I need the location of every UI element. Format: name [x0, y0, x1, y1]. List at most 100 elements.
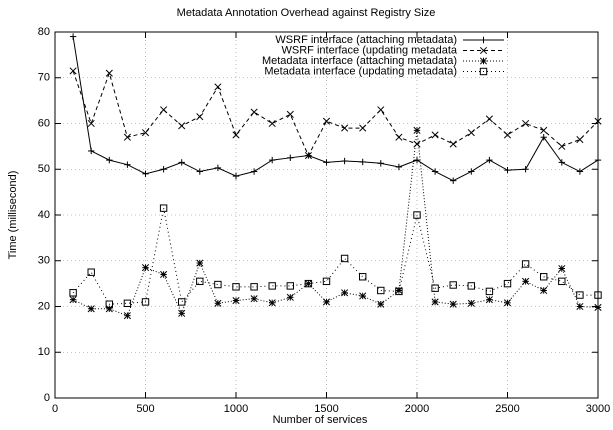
marker — [468, 168, 475, 175]
marker-stroke — [449, 140, 457, 148]
marker — [503, 299, 512, 307]
marker — [413, 140, 421, 148]
marker — [250, 295, 258, 303]
marker — [486, 156, 493, 164]
y-tick-label: 80 — [38, 26, 50, 38]
legend-label: Metadata interface (updating metadata) — [264, 65, 457, 77]
marker-stroke — [449, 300, 457, 308]
marker — [503, 279, 512, 288]
marker-stroke — [594, 303, 602, 311]
marker-stroke — [558, 264, 566, 273]
marker-stroke — [160, 270, 168, 279]
marker — [214, 280, 222, 289]
y-tick-label: 40 — [38, 209, 50, 221]
marker-stroke — [377, 286, 385, 295]
marker — [214, 164, 222, 172]
marker-stroke — [232, 296, 240, 305]
marker — [594, 291, 602, 299]
marker — [395, 287, 403, 296]
marker-stroke — [141, 129, 150, 137]
marker — [449, 281, 457, 289]
marker-stroke — [594, 117, 602, 125]
marker-stroke — [304, 151, 312, 160]
marker — [160, 166, 167, 173]
marker — [449, 300, 457, 308]
marker — [269, 156, 276, 164]
y-tick-label: 0 — [44, 392, 50, 404]
marker-stroke — [594, 291, 602, 299]
marker — [558, 142, 566, 150]
marker-stroke — [69, 67, 77, 75]
marker — [540, 126, 548, 134]
marker-stroke — [178, 122, 186, 130]
marker — [594, 303, 602, 311]
marker — [540, 273, 548, 281]
marker-stroke — [503, 279, 512, 288]
marker — [105, 300, 113, 308]
y-tick-label: 20 — [38, 300, 50, 312]
marker — [540, 286, 548, 295]
marker — [413, 156, 421, 164]
marker-stroke — [341, 124, 349, 132]
marker — [522, 166, 529, 173]
marker — [576, 168, 584, 175]
marker — [250, 168, 258, 175]
marker — [359, 292, 367, 300]
marker — [69, 33, 77, 40]
marker-stroke — [87, 268, 95, 276]
marker-stroke — [232, 283, 240, 291]
marker-stroke — [413, 126, 421, 134]
marker — [431, 284, 439, 292]
series-line — [72, 70, 599, 157]
legend-label: WSRF interface (attaching metadata) — [275, 34, 457, 46]
marker — [485, 296, 493, 304]
series-line — [72, 208, 598, 305]
y-tick-label: 10 — [38, 346, 50, 358]
marker-stroke — [576, 291, 584, 299]
marker — [522, 277, 530, 285]
marker — [196, 259, 204, 267]
marker — [377, 160, 384, 167]
marker-stroke — [485, 115, 493, 123]
marker-stroke — [250, 283, 258, 291]
marker-stroke — [395, 133, 403, 141]
marker — [232, 283, 240, 291]
marker-stroke — [431, 298, 439, 306]
marker-stroke — [322, 298, 331, 306]
marker — [479, 57, 488, 65]
marker — [341, 157, 348, 165]
marker-stroke — [413, 211, 421, 219]
marker — [395, 133, 403, 141]
marker-stroke — [485, 296, 493, 304]
marker-stroke — [395, 287, 403, 296]
marker — [522, 119, 530, 128]
marker — [431, 168, 439, 175]
marker-stroke — [377, 300, 385, 308]
marker — [286, 282, 295, 290]
marker-stroke — [503, 299, 512, 307]
marker-stroke — [123, 133, 131, 141]
x-tick-label: 1000 — [224, 403, 248, 415]
marker-stroke — [123, 299, 132, 307]
marker — [341, 289, 349, 297]
marker-stroke — [196, 277, 204, 286]
marker — [178, 309, 186, 317]
x-tick-label: 2500 — [495, 403, 519, 415]
marker — [467, 129, 475, 137]
marker — [431, 298, 439, 306]
marker-stroke — [558, 277, 566, 286]
marker — [232, 296, 240, 305]
marker-stroke — [69, 289, 77, 297]
marker — [196, 113, 204, 121]
marker-stroke — [540, 126, 548, 134]
marker — [304, 151, 312, 160]
marker — [322, 298, 331, 306]
marker — [124, 161, 131, 168]
marker-stroke — [479, 67, 488, 76]
marker-stroke — [159, 204, 168, 212]
marker — [232, 131, 240, 139]
marker — [322, 277, 331, 286]
marker-stroke — [196, 259, 204, 267]
marker — [503, 131, 512, 139]
